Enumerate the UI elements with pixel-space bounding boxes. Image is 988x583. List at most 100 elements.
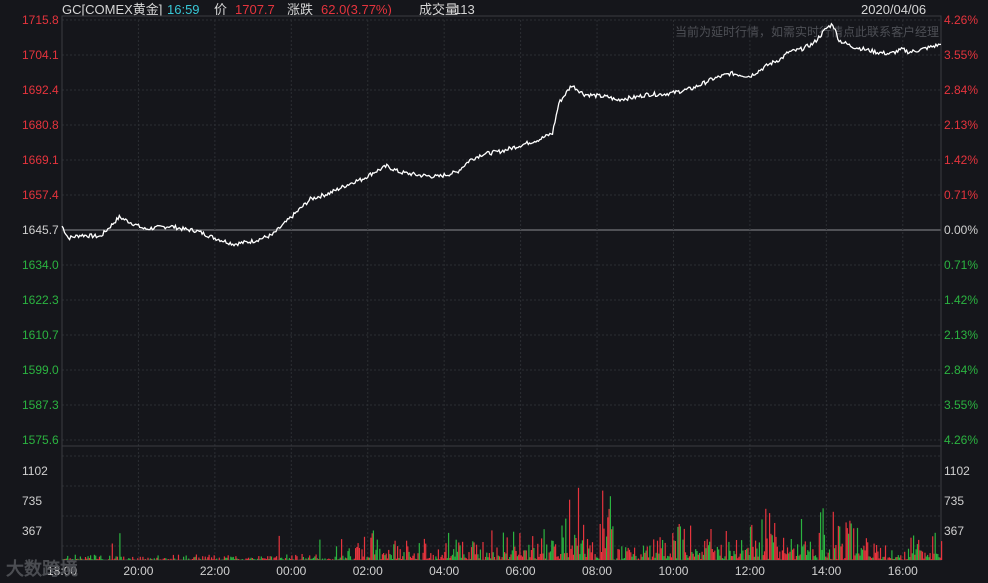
volume-bar bbox=[555, 544, 557, 560]
volume-bar bbox=[869, 556, 871, 560]
volume-bar bbox=[482, 542, 484, 560]
volume-bar bbox=[767, 558, 769, 560]
volume-bar bbox=[844, 558, 846, 560]
volume-bar bbox=[139, 556, 141, 560]
volume-bar bbox=[640, 554, 642, 560]
volume-bar bbox=[911, 553, 913, 560]
volume-bar bbox=[436, 558, 438, 560]
change-value: 62.0(3.77%) bbox=[321, 2, 392, 17]
volume-bar bbox=[658, 553, 660, 560]
volume-bar bbox=[617, 549, 619, 560]
price-tick-label: 1657.4 bbox=[22, 188, 59, 202]
volume-bar bbox=[301, 554, 303, 560]
volume-bar bbox=[426, 558, 428, 560]
volume-bar bbox=[222, 559, 224, 560]
volume-bar bbox=[631, 556, 633, 560]
volume-bar bbox=[383, 553, 385, 560]
volume-bar bbox=[728, 541, 730, 560]
volume-bar bbox=[270, 556, 273, 560]
volume-bar bbox=[613, 559, 615, 560]
volume-bar bbox=[569, 499, 571, 560]
volume-bar bbox=[213, 555, 215, 560]
volume-bar bbox=[376, 539, 378, 560]
volume-bar bbox=[581, 540, 583, 560]
volume-bar bbox=[202, 556, 204, 560]
volume-bar bbox=[360, 559, 362, 560]
volume-bar bbox=[836, 559, 838, 560]
volume-bar bbox=[874, 552, 876, 560]
volume-bar bbox=[739, 553, 741, 560]
volume-bar bbox=[462, 541, 464, 560]
volume-bar bbox=[199, 559, 201, 560]
volume-bar bbox=[246, 558, 248, 560]
volume-bar bbox=[506, 537, 508, 560]
volume-bar bbox=[472, 541, 474, 560]
volume-bar bbox=[538, 556, 540, 560]
volume-bar bbox=[822, 508, 824, 560]
volume-bar bbox=[524, 550, 526, 560]
volume-bar bbox=[133, 559, 135, 560]
volume-bar bbox=[370, 537, 372, 560]
volume-bar bbox=[465, 558, 467, 560]
volume-bar bbox=[487, 557, 489, 560]
volume-tick-label: 1102 bbox=[22, 464, 48, 478]
volume-bar bbox=[642, 545, 645, 560]
volume-bar bbox=[616, 558, 618, 560]
volume-bar bbox=[444, 551, 446, 560]
volume-bar bbox=[790, 539, 792, 560]
volume-bar bbox=[468, 552, 470, 560]
volume-bar bbox=[648, 557, 650, 560]
percent-tick-label: 0.71% bbox=[944, 188, 978, 202]
volume-bar bbox=[185, 555, 187, 560]
volume-bar bbox=[142, 556, 144, 560]
volume-bar bbox=[812, 549, 814, 560]
volume-bar bbox=[923, 558, 925, 560]
volume-bar bbox=[96, 558, 98, 560]
volume-bar bbox=[162, 558, 164, 560]
volume-bar bbox=[90, 555, 92, 560]
time-tick-label: 12:00 bbox=[735, 564, 765, 578]
volume-bar bbox=[153, 558, 155, 560]
volume-bar bbox=[341, 539, 343, 560]
volume-bar bbox=[260, 556, 262, 560]
volume-bar bbox=[896, 557, 898, 560]
volume-bar bbox=[408, 551, 410, 560]
volume-bar bbox=[845, 522, 847, 560]
volume-bar bbox=[872, 557, 874, 560]
volume-bar bbox=[516, 556, 518, 560]
volume-bar bbox=[371, 533, 373, 560]
volume-bar bbox=[897, 555, 899, 560]
volume-bar bbox=[314, 556, 316, 560]
volume-bar bbox=[711, 549, 713, 560]
volume-bar bbox=[380, 559, 382, 560]
volume-bar bbox=[583, 524, 585, 560]
volume-bar bbox=[548, 552, 550, 560]
volume-bar bbox=[100, 555, 102, 560]
volume-bar bbox=[572, 554, 574, 560]
volume-bar bbox=[895, 557, 897, 560]
volume-bar bbox=[699, 553, 701, 560]
volume-bar bbox=[409, 556, 411, 560]
volume-bar bbox=[296, 556, 298, 560]
delay-disclaimer[interactable]: 当前为延时行情，如需实时行情点此联系客户经理 bbox=[674, 25, 939, 39]
volume-bar bbox=[576, 545, 578, 560]
price-value: 1707.7 bbox=[235, 2, 275, 17]
volume-bar bbox=[76, 559, 78, 560]
volume-bar bbox=[441, 554, 443, 560]
volume-bar bbox=[500, 559, 502, 560]
volume-bar bbox=[459, 545, 461, 560]
volume-bar bbox=[165, 558, 167, 560]
volume-bar bbox=[214, 559, 217, 560]
volume-bar bbox=[688, 556, 690, 560]
volume-bar bbox=[907, 548, 910, 560]
volume-bar bbox=[651, 556, 653, 560]
volume-bar bbox=[667, 555, 669, 560]
volume-bar bbox=[913, 535, 915, 560]
volume-bar bbox=[74, 554, 76, 560]
volume-bar bbox=[381, 554, 383, 560]
volume-bar bbox=[427, 558, 429, 560]
volume-bar bbox=[258, 556, 260, 560]
volume-bar bbox=[93, 554, 95, 560]
volume-bar bbox=[413, 553, 415, 560]
